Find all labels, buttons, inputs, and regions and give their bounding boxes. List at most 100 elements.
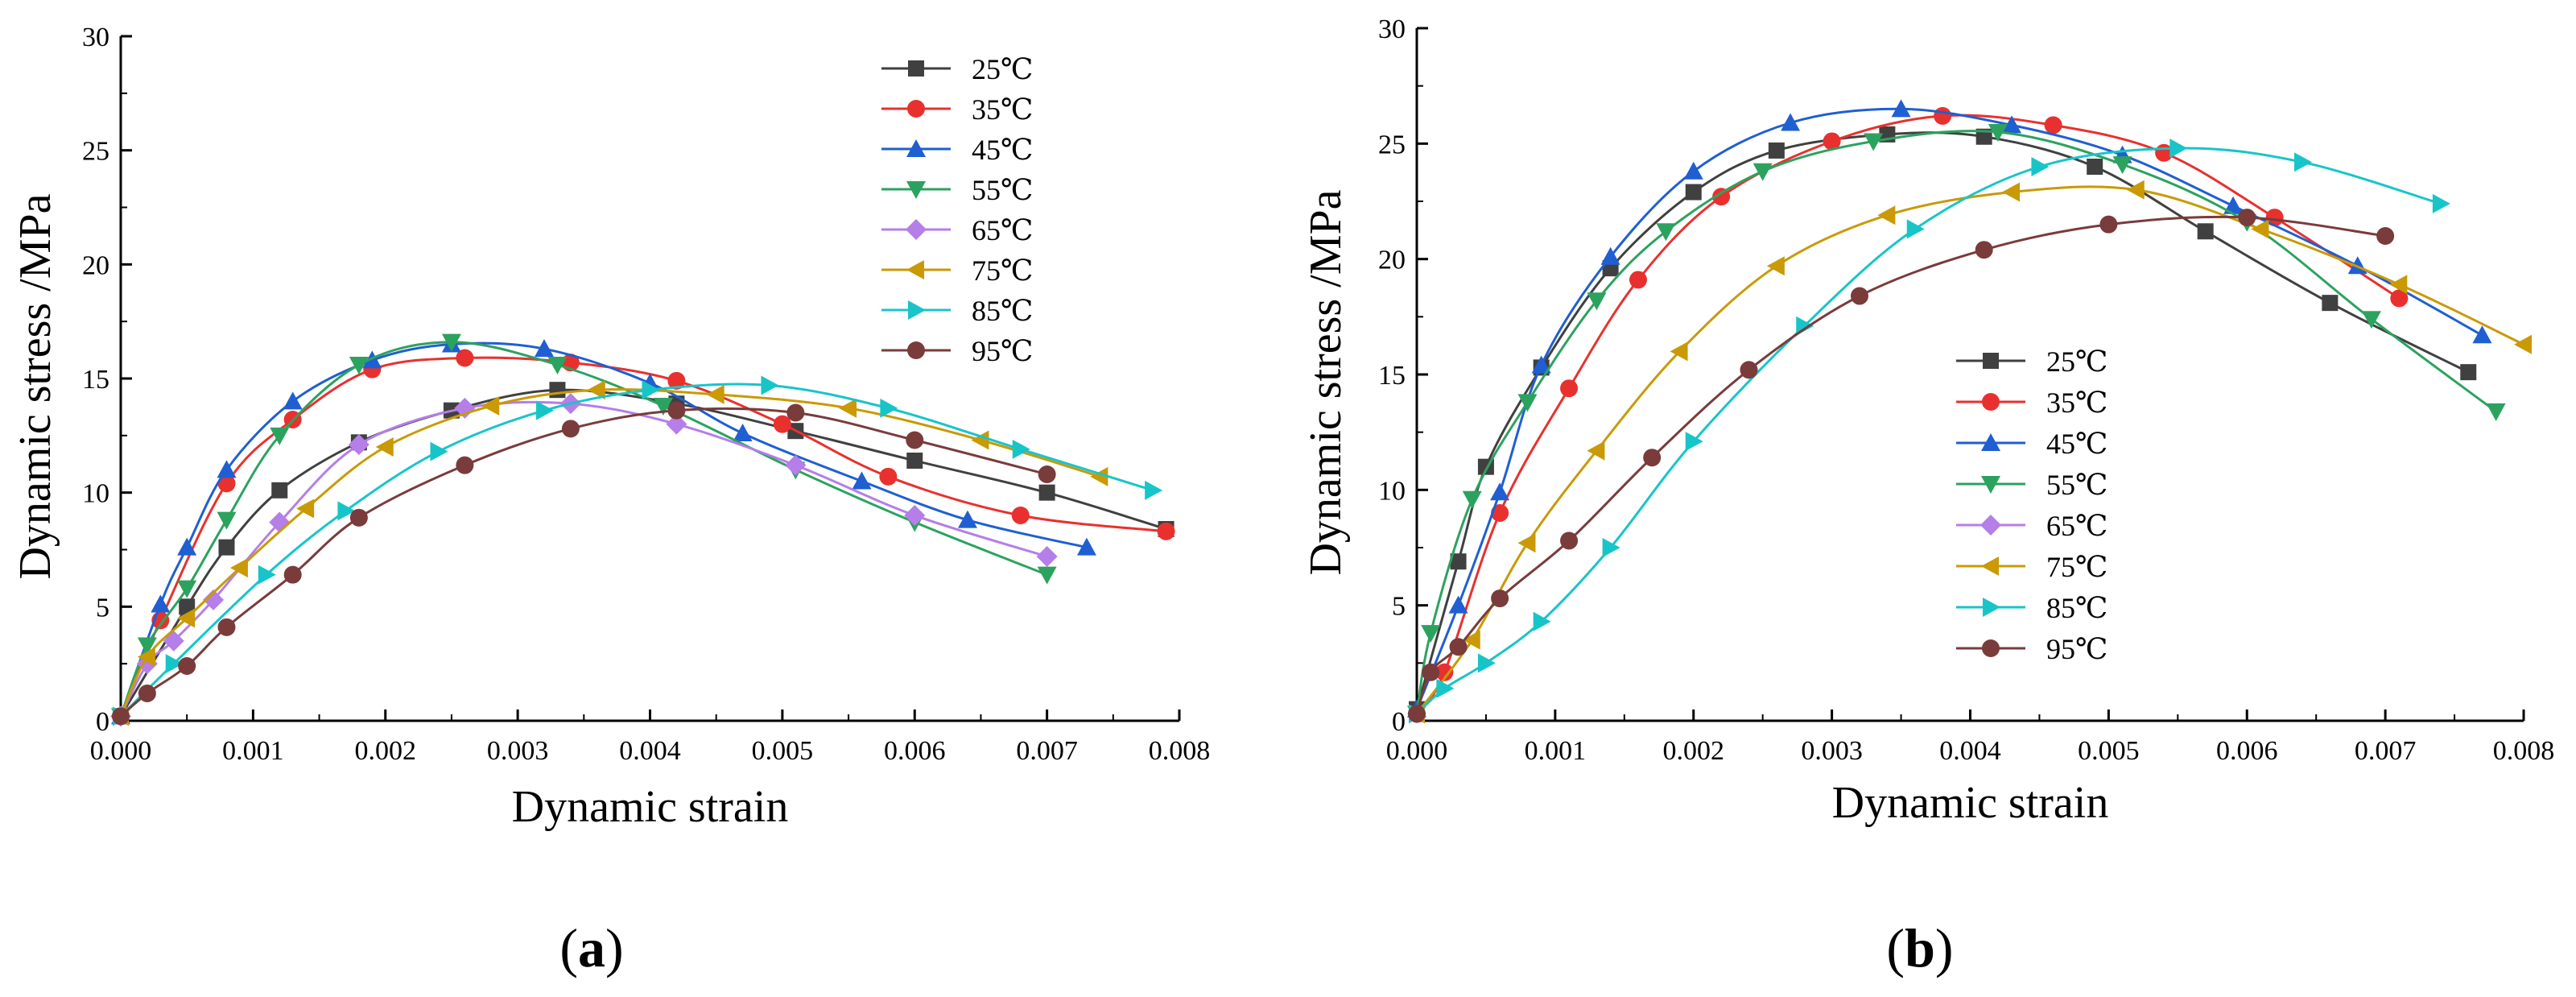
caption-close-paren: ) xyxy=(1935,917,1954,978)
legend-entry: 75℃ xyxy=(1956,551,2107,583)
data-point xyxy=(2197,223,2214,240)
legend-label: 45℃ xyxy=(2046,428,2107,460)
data-point xyxy=(1587,292,1607,311)
data-point xyxy=(761,375,779,395)
data-point xyxy=(2002,115,2022,134)
data-point xyxy=(2044,116,2062,134)
x-tick-label: 0.004 xyxy=(619,736,681,766)
legend-label: 85℃ xyxy=(972,295,1033,327)
data-point xyxy=(561,420,580,438)
caption-letter: a xyxy=(578,917,605,978)
legend-marker xyxy=(1981,556,1999,576)
data-point xyxy=(296,498,315,519)
data-point xyxy=(904,505,926,526)
data-point xyxy=(177,537,197,556)
legend-label: 45℃ xyxy=(972,134,1033,166)
data-point xyxy=(653,398,673,416)
series-3 xyxy=(1407,99,2492,718)
data-point xyxy=(1975,128,1992,145)
data-point xyxy=(2390,289,2409,308)
data-point xyxy=(456,349,474,367)
legend-label: 25℃ xyxy=(972,53,1033,85)
series-4 xyxy=(111,333,1057,726)
series-7 xyxy=(113,375,1163,726)
data-point xyxy=(547,357,568,374)
x-tick-label: 0.001 xyxy=(222,736,284,766)
data-point xyxy=(971,430,989,450)
data-point xyxy=(1685,184,1702,201)
x-tick-label: 0.004 xyxy=(1939,736,2001,766)
y-axis-title: Dynamic stress /MPa xyxy=(10,193,60,579)
y-tick-label: 15 xyxy=(1378,361,1406,391)
y-tick-label: 10 xyxy=(1378,476,1406,506)
series-line xyxy=(1415,215,2386,714)
legend-entry: 25℃ xyxy=(1956,345,2107,378)
data-point xyxy=(271,482,288,498)
data-point xyxy=(349,508,368,527)
x-tick-label: 0.000 xyxy=(1386,736,1448,766)
data-point xyxy=(1491,504,1509,522)
data-point xyxy=(1531,355,1551,374)
data-point xyxy=(375,437,394,457)
data-point xyxy=(2432,193,2450,213)
data-point xyxy=(283,565,302,584)
y-tick-label: 30 xyxy=(82,23,109,52)
data-point xyxy=(549,382,566,399)
data-point xyxy=(1533,611,1551,631)
x-tick-label: 0.007 xyxy=(2355,736,2417,766)
legend-marker xyxy=(1982,393,2000,411)
data-point xyxy=(217,511,237,530)
legend-label: 95℃ xyxy=(2046,633,2107,665)
data-point xyxy=(151,594,171,613)
data-point xyxy=(137,637,157,656)
legend-entry: 55℃ xyxy=(881,174,1033,206)
x-tick-label: 0.006 xyxy=(2216,736,2278,766)
series-2 xyxy=(112,349,1175,726)
data-point xyxy=(337,501,356,521)
data-point xyxy=(2238,209,2256,227)
x-tick-label: 0.001 xyxy=(1525,736,1587,766)
data-point xyxy=(2361,311,2381,329)
data-point xyxy=(1587,441,1605,461)
data-point xyxy=(536,400,554,420)
legend-marker xyxy=(1981,433,2000,451)
data-point xyxy=(2514,334,2532,354)
data-point xyxy=(217,460,237,478)
data-point xyxy=(1685,432,1703,452)
data-point xyxy=(1448,595,1468,614)
legend-marker xyxy=(1982,639,2000,657)
panel-caption: (a) xyxy=(559,917,623,978)
data-point xyxy=(217,474,236,493)
x-tick-label: 0.007 xyxy=(1016,736,1078,766)
caption-open-paren: ( xyxy=(1886,917,1905,978)
y-tick-label: 15 xyxy=(82,365,109,395)
y-tick-label: 5 xyxy=(1392,592,1406,622)
y-tick-label: 25 xyxy=(1378,130,1406,159)
data-point xyxy=(1643,449,1662,467)
data-point xyxy=(2099,215,2118,234)
data-point xyxy=(430,441,448,461)
data-point xyxy=(958,510,977,528)
legend-label: 85℃ xyxy=(2046,592,2107,624)
legend-label: 35℃ xyxy=(2046,387,2107,419)
data-point xyxy=(1090,466,1108,486)
data-point xyxy=(1037,566,1057,585)
data-point xyxy=(906,431,924,449)
y-tick-label: 30 xyxy=(1378,14,1406,44)
series-line xyxy=(119,356,1166,717)
series-8 xyxy=(112,401,1056,726)
data-point xyxy=(2031,157,2050,176)
data-point xyxy=(1781,113,1801,131)
data-point xyxy=(2322,295,2339,312)
data-point xyxy=(217,618,236,636)
data-point xyxy=(456,456,474,474)
series-line xyxy=(119,341,1048,717)
data-point xyxy=(218,539,235,556)
series-line xyxy=(1415,130,2497,714)
panel-caption: (b) xyxy=(1886,917,1953,978)
data-point xyxy=(1490,482,1510,501)
panel-a: 0 5 10 15 20 25 30 0.000 0.001 0.002 0.003 0.004 0.0… xyxy=(10,23,1210,978)
legend-marker xyxy=(1983,353,1999,369)
y-tick-label: 0 xyxy=(1392,707,1406,737)
data-point xyxy=(785,454,807,476)
